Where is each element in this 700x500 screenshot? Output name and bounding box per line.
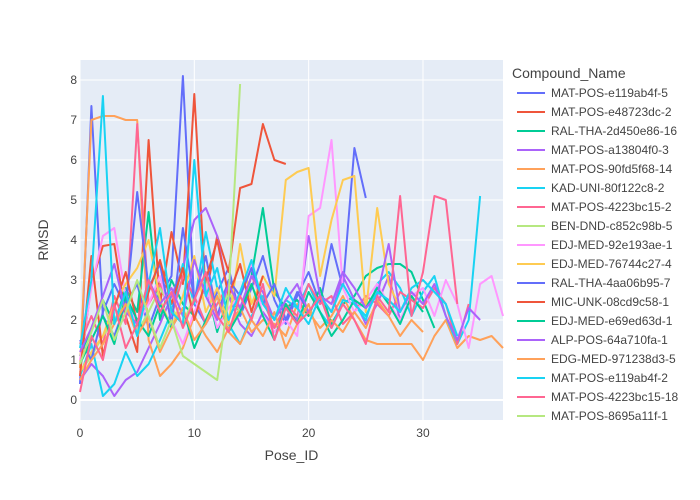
legend-label: MAT-POS-e119ab4f-5 (551, 86, 668, 100)
legend-item[interactable]: MAT-POS-4223bc15-2 (517, 200, 672, 214)
legend-item[interactable]: ALP-POS-64a710fa-1 (517, 333, 668, 347)
legend-item[interactable]: RAL-THA-4aa06b95-7 (517, 276, 671, 290)
series-line (79, 167, 402, 373)
series-line (79, 123, 470, 345)
x-tick-label: 10 (188, 426, 202, 440)
legend-item[interactable]: MAT-POS-e119ab4f-2 (517, 371, 668, 385)
legend-label: ALP-POS-64a710fa-1 (551, 333, 668, 347)
legend-items[interactable]: MAT-POS-e119ab4f-5 MAT-POS-e48723dc-2 RAL-… (517, 86, 678, 423)
series-lines (79, 75, 504, 397)
legend-item[interactable]: MAT-POS-e119ab4f-5 (517, 86, 668, 100)
legend-label: MAT-POS-a13804f0-3 (551, 143, 669, 157)
legend-item[interactable]: MAT-POS-4223bc15-18 (517, 390, 678, 404)
legend-item[interactable]: EDG-MED-971238d3-5 (517, 352, 676, 366)
x-axis-ticks: 0 10 20 30 (77, 426, 430, 440)
legend-item[interactable]: MIC-UNK-08cd9c58-1 (517, 295, 669, 309)
y-tick-label: 5 (70, 193, 77, 207)
legend-title: Compound_Name (512, 65, 626, 81)
series-line (79, 115, 504, 377)
legend-label: EDJ-MED-76744c27-4 (551, 257, 672, 271)
series-line (79, 83, 242, 381)
legend-label: RAL-THA-4aa06b95-7 (551, 276, 671, 290)
y-tick-label: 2 (70, 313, 77, 327)
series-line (79, 207, 436, 357)
y-tick-label: 1 (70, 353, 77, 367)
legend-item[interactable]: RAL-THA-2d450e86-16 (517, 124, 677, 138)
legend-item[interactable]: KAD-UNI-80f122c8-2 (517, 181, 665, 195)
legend-label: MAT-POS-e119ab4f-2 (551, 371, 668, 385)
legend-item[interactable]: EDJ-MED-92e193ae-1 (517, 238, 673, 252)
legend-label: MAT-POS-4223bc15-2 (551, 200, 672, 214)
x-tick-label: 20 (302, 426, 316, 440)
series-line (79, 139, 504, 361)
y-tick-label: 3 (70, 273, 77, 287)
y-tick-label: 7 (70, 113, 77, 127)
legend-label: MAT-POS-4223bc15-18 (551, 390, 678, 404)
legend-label: MAT-POS-90fd5f68-14 (551, 162, 672, 176)
legend-item[interactable]: MAT-POS-90fd5f68-14 (517, 162, 672, 176)
y-tick-label: 4 (70, 233, 77, 247)
legend[interactable]: Compound_Name MAT-POS-e119ab4f-5MAT-POS-… (512, 65, 678, 423)
legend-label: MAT-POS-8695a11f-1 (551, 409, 668, 423)
x-tick-label: 0 (77, 426, 84, 440)
y-tick-label: 0 (70, 393, 77, 407)
legend-item[interactable]: EDJ-MED-76744c27-4 (517, 257, 672, 271)
x-tick-label: 30 (416, 426, 430, 440)
legend-label: BEN-DND-c852c98b-5 (551, 219, 673, 233)
y-tick-label: 6 (70, 153, 77, 167)
legend-label: MIC-UNK-08cd9c58-1 (551, 295, 669, 309)
legend-label: EDG-MED-971238d3-5 (551, 352, 676, 366)
series-line (79, 195, 459, 393)
y-tick-label: 8 (70, 73, 77, 87)
series-line (79, 207, 402, 397)
legend-item[interactable]: BEN-DND-c852c98b-5 (517, 219, 673, 233)
legend-item[interactable]: MAT-POS-e48723dc-2 (517, 105, 672, 119)
y-axis-ticks: 0 1 2 3 4 5 6 7 8 (70, 73, 77, 407)
legend-label: KAD-UNI-80f122c8-2 (551, 181, 665, 195)
legend-label: EDJ-MED-e69ed63d-1 (551, 314, 673, 328)
legend-label: MAT-POS-e48723dc-2 (551, 105, 672, 119)
legend-label: RAL-THA-2d450e86-16 (551, 124, 677, 138)
legend-item[interactable]: MAT-POS-a13804f0-3 (517, 143, 669, 157)
y-axis-title: RMSD (35, 219, 51, 260)
series-line (79, 93, 287, 369)
legend-label: EDJ-MED-92e193ae-1 (551, 238, 673, 252)
x-axis-title: Pose_ID (265, 447, 319, 463)
legend-item[interactable]: EDJ-MED-e69ed63d-1 (517, 314, 673, 328)
legend-item[interactable]: MAT-POS-8695a11f-1 (517, 409, 668, 423)
